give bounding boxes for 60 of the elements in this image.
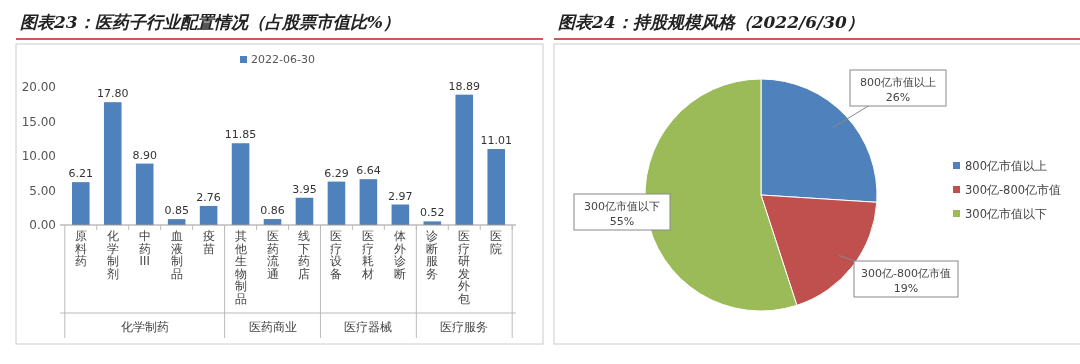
y-tick-label: 10.00: [21, 149, 56, 163]
x-tick-label: 血液制品: [170, 229, 183, 281]
text: 6.21: [68, 167, 94, 181]
x-tick-label: 医疗研发外包: [458, 229, 471, 306]
x-tick-label: 疫苗: [202, 229, 215, 256]
legend-label: 300亿-800亿市值: [965, 183, 1062, 197]
text: 医疗服务: [440, 320, 489, 334]
text: 2.97: [388, 189, 413, 203]
bar: [359, 179, 378, 225]
x-tick-label: 医院: [490, 229, 503, 256]
text: 17.80: [96, 87, 129, 101]
x-tick-label: 化学制剂: [106, 229, 119, 281]
bar: [295, 197, 314, 225]
legend-label: 800亿市值以上: [965, 159, 1047, 173]
x-tick-label: 中药III: [138, 229, 151, 268]
x-tick-label: 体外诊断: [394, 229, 407, 281]
text: 11.85: [224, 128, 257, 142]
bar: [455, 94, 474, 225]
x-tick-label: 医疗耗材: [361, 229, 375, 281]
data-label: 19%: [893, 282, 919, 295]
bar: [103, 102, 122, 225]
bar: [135, 163, 154, 225]
x-tick-label: 诊断服务: [426, 229, 439, 281]
bar: [391, 204, 410, 225]
chart-title: 图表23：医药子行业配置情况（占股票市值比%）: [20, 12, 400, 32]
bar: [327, 181, 346, 225]
text: 8.90: [132, 148, 157, 162]
text: 医疗器械: [344, 320, 393, 334]
text: 2.76: [196, 190, 221, 204]
y-tick-label: 0.00: [29, 218, 56, 232]
x-tick-label: 线下药店: [298, 229, 311, 281]
y-tick-label: 15.00: [21, 114, 56, 129]
text: 6.29: [324, 166, 349, 180]
text: 3.95: [292, 182, 317, 196]
text: 6.64: [356, 164, 381, 178]
text: 11.01: [480, 134, 512, 148]
text: 0.52: [420, 206, 445, 220]
text: 化学制药: [120, 320, 169, 334]
legend-label: 300亿市值以下: [965, 207, 1047, 221]
y-tick-label: 20.00: [21, 80, 56, 94]
slice-label: 800亿市值以上: [860, 76, 936, 89]
bar: [487, 149, 506, 225]
text: 医药商业: [248, 320, 297, 334]
data-label: 26%: [885, 91, 911, 104]
chart-title: 图表24：持股规模风格（2022/6/30）: [558, 12, 864, 32]
y-tick-label: 5.00: [29, 183, 56, 198]
slice-label: 300亿-800亿市值: [861, 267, 951, 280]
bar: [231, 143, 250, 225]
text: 0.86: [260, 204, 285, 218]
slice-label: 300亿市值以下: [584, 200, 660, 213]
text: 18.89: [448, 79, 481, 93]
x-tick-label: 其他生物制品: [234, 229, 247, 306]
x-tick-label: 原料药: [74, 229, 87, 268]
text: 0.85: [164, 204, 189, 218]
legend-label: 2022-06-30: [251, 53, 315, 66]
bar: [71, 182, 90, 225]
data-label: 55%: [609, 215, 635, 228]
x-tick-label: 医药流通: [266, 229, 279, 281]
bar: [199, 205, 218, 225]
x-tick-label: 医疗设备: [330, 229, 343, 281]
